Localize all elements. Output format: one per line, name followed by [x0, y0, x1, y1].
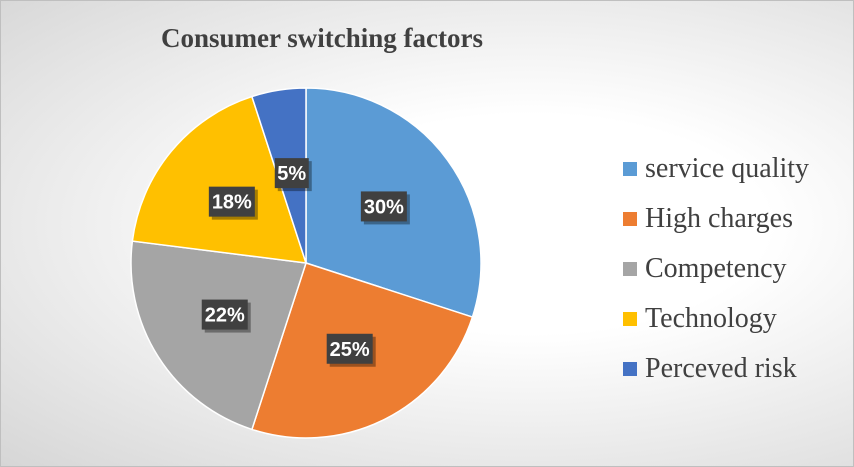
legend-swatch: [623, 212, 637, 226]
data-label-text: 22%: [205, 305, 245, 327]
legend-label: High charges: [645, 203, 793, 234]
legend-label: Perceved risk: [645, 353, 797, 384]
data-label-text: 5%: [277, 163, 306, 185]
legend-swatch: [623, 312, 637, 326]
legend: service quality High charges Competency Tec…: [623, 144, 809, 394]
legend-label: service quality: [645, 153, 810, 184]
data-label-high-charges: 25%: [326, 333, 376, 367]
pie-slice-competency: [130, 240, 307, 431]
legend-swatch: [623, 262, 637, 276]
data-label-technology: 18%: [208, 186, 258, 220]
data-label-service-quality: 30%: [360, 191, 410, 225]
pie-slice-technology: [131, 95, 308, 264]
legend-item-competency: Competency: [623, 244, 809, 294]
legend-item-perceved-risk: Perceved risk: [623, 344, 809, 394]
data-labels: 30% 25% 22% 18% 5%: [201, 158, 410, 367]
data-label-text: 18%: [212, 192, 252, 214]
legend-item-high-charges: High charges: [623, 194, 809, 244]
data-label-perceved-risk: 5%: [274, 158, 312, 192]
legend-label: Technology: [645, 303, 777, 334]
legend-swatch: [623, 362, 637, 376]
legend-item-service-quality: service quality: [623, 144, 809, 194]
legend-item-technology: Technology: [623, 294, 809, 344]
legend-swatch: [623, 162, 637, 176]
chart-title: Consumer switching factors: [161, 23, 483, 53]
data-label-text: 25%: [330, 339, 370, 361]
pie-slices: [130, 87, 482, 439]
data-label-competency: 22%: [201, 299, 251, 333]
data-label-text: 30%: [364, 196, 404, 218]
legend-label: Competency: [645, 253, 787, 284]
